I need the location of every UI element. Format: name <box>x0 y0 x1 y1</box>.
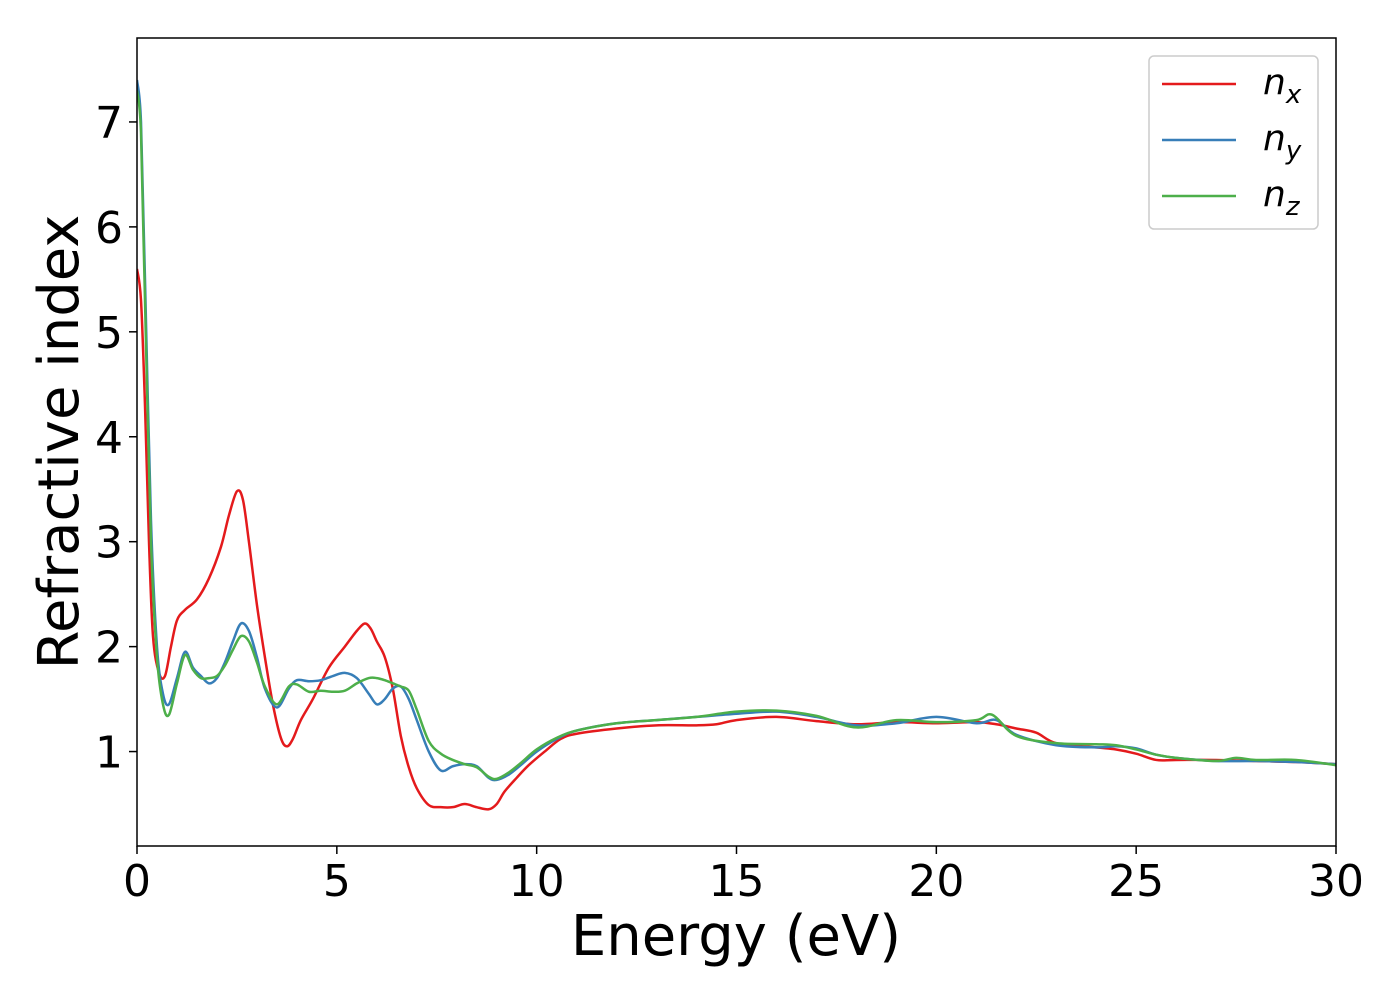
x-tick-label: 15 <box>709 856 765 907</box>
x-axis-label: Energy (eV) <box>571 904 901 969</box>
y-tick-label: 2 <box>95 623 123 674</box>
y-tick-label: 3 <box>95 518 123 569</box>
series-line-ny <box>137 79 1336 782</box>
x-tick-label: 25 <box>1108 856 1164 907</box>
x-tick-label: 20 <box>908 856 964 907</box>
y-tick-label: 5 <box>95 308 123 359</box>
legend: nx ny nz <box>1148 55 1319 230</box>
x-tick-label: 0 <box>123 856 151 907</box>
series-line-nx <box>137 268 1336 811</box>
y-axis: 1 2 3 4 5 6 7 <box>95 98 137 779</box>
y-tick-label: 1 <box>95 728 123 779</box>
legend-label-nz: nz <box>1263 174 1301 222</box>
x-axis: 0 5 10 15 20 25 30 <box>123 846 1364 907</box>
x-tick-label: 5 <box>323 856 351 907</box>
x-tick-label: 30 <box>1308 856 1364 907</box>
x-tick-label: 10 <box>509 856 565 907</box>
y-tick-label: 4 <box>95 413 123 464</box>
legend-label-nx: nx <box>1263 62 1302 110</box>
y-axis-label: Refractive index <box>27 215 92 670</box>
y-tick-label: 6 <box>95 203 123 254</box>
legend-label-ny: ny <box>1263 118 1302 166</box>
series-line-nz <box>137 90 1336 781</box>
series-layer <box>137 79 1336 811</box>
y-tick-label: 7 <box>95 98 123 149</box>
legend-box <box>1148 55 1319 230</box>
